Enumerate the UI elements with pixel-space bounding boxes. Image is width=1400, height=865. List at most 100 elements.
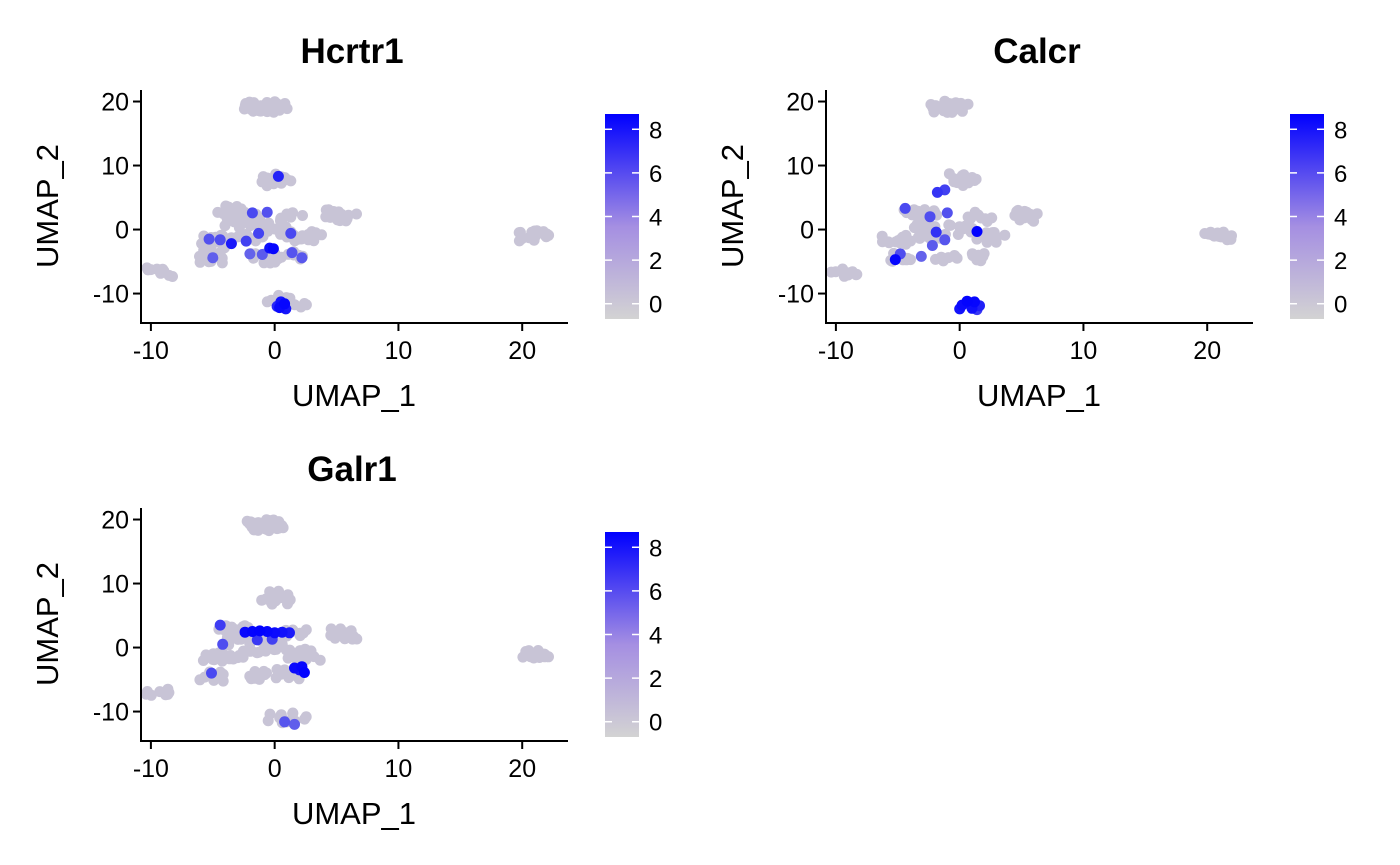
background-cell-point [218, 649, 230, 661]
axis-ticks: -10 0 10 20 20 10 0 -10 [93, 89, 536, 365]
expressing-cell-point [206, 667, 217, 679]
colorbar-tick-label: 4 [1334, 205, 1347, 232]
background-cell-point [892, 235, 904, 247]
background-cell-point [266, 598, 278, 610]
expressing-cell-point [971, 226, 983, 237]
expressing-cell-point [261, 206, 273, 218]
background-cell-point [295, 301, 307, 313]
background-cell-point [245, 673, 257, 685]
background-cell-point [212, 206, 224, 218]
colorbar-ticks: 8 6 4 2 0 [605, 117, 662, 319]
expressing-cell-point [272, 170, 284, 182]
background-cell-point [916, 229, 927, 241]
y-axis-label: UMAP_2 [715, 144, 750, 268]
plot-area [140, 514, 554, 730]
x-tick-label: 10 [1070, 337, 1098, 365]
background-cell-point [290, 653, 302, 665]
expressing-cell-point [203, 233, 215, 245]
colorbar-tick-label: 2 [649, 248, 662, 275]
background-cell-point [1011, 206, 1023, 217]
background-cell-point [282, 589, 294, 601]
background-cell-point [220, 200, 232, 212]
panel-title: Galr1 [307, 450, 397, 489]
expressing-cell-point [279, 298, 291, 310]
background-cell-point [245, 103, 257, 115]
colorbar-tick-label: 6 [649, 161, 662, 188]
panel-title: Hcrtr1 [300, 32, 403, 71]
background-cell-point [194, 674, 206, 686]
x-axis-label: UMAP_1 [977, 378, 1101, 413]
background-cell-point [282, 598, 293, 610]
background-cell-point [351, 633, 363, 645]
colorbar-tick-label: 0 [649, 292, 662, 319]
y-tick-label: 20 [101, 89, 129, 117]
y-tick-label: 10 [101, 571, 129, 599]
background-cell-point [876, 230, 888, 242]
colorbar-tick-label: 2 [649, 666, 662, 693]
background-cell-point [245, 645, 257, 657]
axis-ticks: -10 0 10 20 20 10 0 -10 [93, 507, 536, 783]
x-tick-label: 0 [268, 755, 282, 783]
background-cell-point [207, 653, 219, 665]
expressing-cell-point [285, 227, 297, 239]
y-tick-label: 20 [786, 89, 814, 117]
background-cell-point [937, 255, 949, 267]
background-cell-point [1212, 227, 1224, 239]
background-cell-point [281, 103, 293, 115]
expressing-cell-point [941, 207, 953, 219]
background-cell-point [912, 205, 924, 217]
expressing-cell-point [298, 667, 310, 678]
y-axis-label: UMAP_2 [30, 562, 65, 686]
background-cell-point [514, 226, 526, 238]
background-cell-point [243, 517, 255, 529]
background-cell-point [1026, 214, 1038, 225]
background-cell-point [261, 97, 273, 108]
background-cell-point [272, 253, 284, 265]
background-cell-point [167, 271, 178, 282]
background-cell-point [235, 203, 247, 215]
y-tick-label: -10 [93, 281, 129, 309]
plot-area [141, 96, 555, 315]
y-tick-label: 0 [115, 217, 129, 245]
background-cell-point [314, 654, 326, 666]
background-cell-point [264, 708, 276, 720]
background-cell-point [216, 257, 228, 269]
background-cell-point [343, 209, 354, 221]
y-tick-label: 20 [101, 507, 129, 535]
axis-ticks: -10 0 10 20 20 10 0 -10 [778, 89, 1221, 365]
background-cell-point [999, 229, 1011, 241]
colorbar-ticks: 8 6 4 2 0 [1290, 117, 1347, 319]
background-cell-point [297, 210, 308, 221]
expressing-cell-point [930, 226, 942, 238]
x-tick-label: 0 [953, 337, 967, 365]
background-cell-point [330, 212, 342, 224]
x-tick-label: 10 [385, 337, 413, 365]
background-cell-point [949, 251, 961, 263]
y-axis-label: UMAP_2 [30, 144, 65, 268]
expressing-cell-point [961, 295, 973, 307]
x-tick-label: 20 [508, 755, 536, 783]
x-tick-label: 20 [508, 337, 536, 365]
x-tick-label: 20 [1193, 337, 1221, 365]
x-tick-label: -10 [818, 337, 854, 365]
expressing-cell-point [924, 211, 936, 223]
y-tick-label: 0 [800, 217, 814, 245]
background-cell-point [273, 516, 285, 528]
background-cell-point [957, 180, 969, 191]
background-cell-point [145, 689, 157, 701]
y-tick-label: 10 [101, 153, 129, 181]
colorbar-tick-label: 2 [1334, 248, 1347, 275]
expressing-cell-point [926, 240, 938, 251]
background-cell-point [928, 100, 940, 112]
expressing-cell-point [296, 252, 308, 264]
background-cell-point [157, 263, 169, 275]
colorbar-tick-label: 8 [1334, 117, 1347, 144]
plot-area [825, 95, 1237, 316]
background-cell-point [261, 180, 273, 192]
expressing-cell-point [286, 247, 298, 259]
background-cell-point [343, 629, 355, 641]
x-tick-label: 10 [385, 755, 413, 783]
background-cell-point [883, 237, 895, 249]
expressing-cell-point [244, 248, 256, 260]
